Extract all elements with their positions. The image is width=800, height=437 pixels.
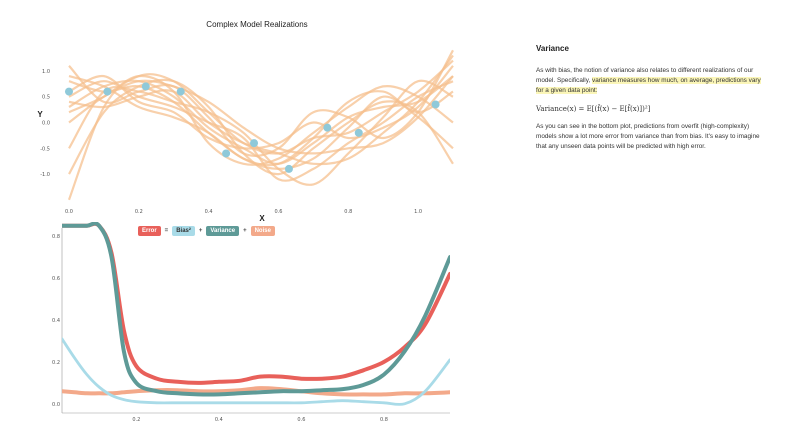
legend-plus-sign: + (243, 228, 247, 234)
x-tick-label: 0.6 (297, 417, 305, 423)
data-point (103, 87, 112, 96)
data-point (176, 87, 185, 96)
realization-line-12 (68, 75, 454, 155)
y-tick-label: 0.5 (42, 95, 50, 101)
bias-curve (62, 337, 450, 406)
realization-line-11 (68, 75, 454, 167)
legend-plus-sign: + (198, 228, 203, 234)
complex-model-realizations-chart: Complex Model Realizations -1.0 -0.5 0.0 0.… (37, 20, 454, 222)
y-tick-label: 0.0 (42, 121, 50, 127)
legend-variance: Variance (206, 226, 240, 236)
variance-formula: Variance(x) = E[(f̂(x) − E[f̂(x)])²] (536, 105, 651, 113)
y-tick-label: 0.0 (52, 402, 60, 408)
realization-line-10 (68, 54, 454, 166)
bias-variance-decomposition-chart: 0.0 0.2 0.4 0.6 0.8 0.2 0.4 0.6 0.8 (52, 222, 450, 423)
realization-line-4 (68, 80, 454, 182)
y-tick-label: 0.8 (52, 234, 60, 240)
y-tick-label: 0.6 (52, 276, 60, 282)
x-tick-label: 0.0 (65, 209, 73, 215)
x-tick-label: 0.4 (215, 417, 223, 423)
x-tick-label: 0.2 (135, 209, 143, 215)
x-tick-label: 0.4 (205, 209, 213, 215)
variance-curve (62, 222, 450, 397)
x-tick-label: 0.8 (380, 417, 388, 423)
error-curve (62, 222, 450, 385)
variance-explanation-panel: Variance As with bias, the notion of var… (536, 44, 766, 160)
realization-line-3 (68, 80, 454, 171)
y-tick-label: 0.4 (52, 318, 60, 324)
data-point (323, 123, 332, 132)
data-point (64, 87, 73, 96)
x-tick-label: 0.8 (344, 209, 352, 215)
legend-equals-sign: = (164, 228, 169, 234)
y-tick-label: -1.0 (40, 172, 50, 178)
y-tick-label: -0.5 (40, 146, 50, 152)
chart-title: Complex Model Realizations (206, 20, 307, 29)
data-point (250, 139, 259, 148)
x-axis-label: X (259, 214, 265, 222)
intro-paragraph: As with bias, the notion of variance als… (536, 66, 766, 96)
realization-line-8 (68, 65, 454, 150)
legend-error: Error (138, 226, 161, 236)
explanation-paragraph: As you can see in the bottom plot, predi… (536, 123, 760, 150)
data-point (354, 128, 363, 137)
data-point (431, 100, 440, 109)
data-point (284, 164, 293, 173)
x-tick-label: 0.2 (132, 417, 140, 423)
realization-line-9 (68, 78, 454, 176)
decomposition-legend: Error = Bias² + Variance + Noise (138, 226, 275, 236)
legend-bias-squared: Bias² (172, 226, 195, 236)
x-tick-label: 1.0 (414, 209, 422, 215)
data-point (222, 149, 231, 158)
legend-noise: Noise (250, 226, 275, 236)
y-tick-label: 1.0 (42, 69, 50, 75)
y-tick-label: 0.2 (52, 360, 60, 366)
y-axis-label: Y (37, 110, 43, 119)
data-point (141, 82, 150, 91)
intro-text: As with bias, the notion of variance als… (536, 67, 754, 84)
section-heading: Variance (536, 44, 569, 53)
x-tick-label: 0.6 (274, 209, 282, 215)
